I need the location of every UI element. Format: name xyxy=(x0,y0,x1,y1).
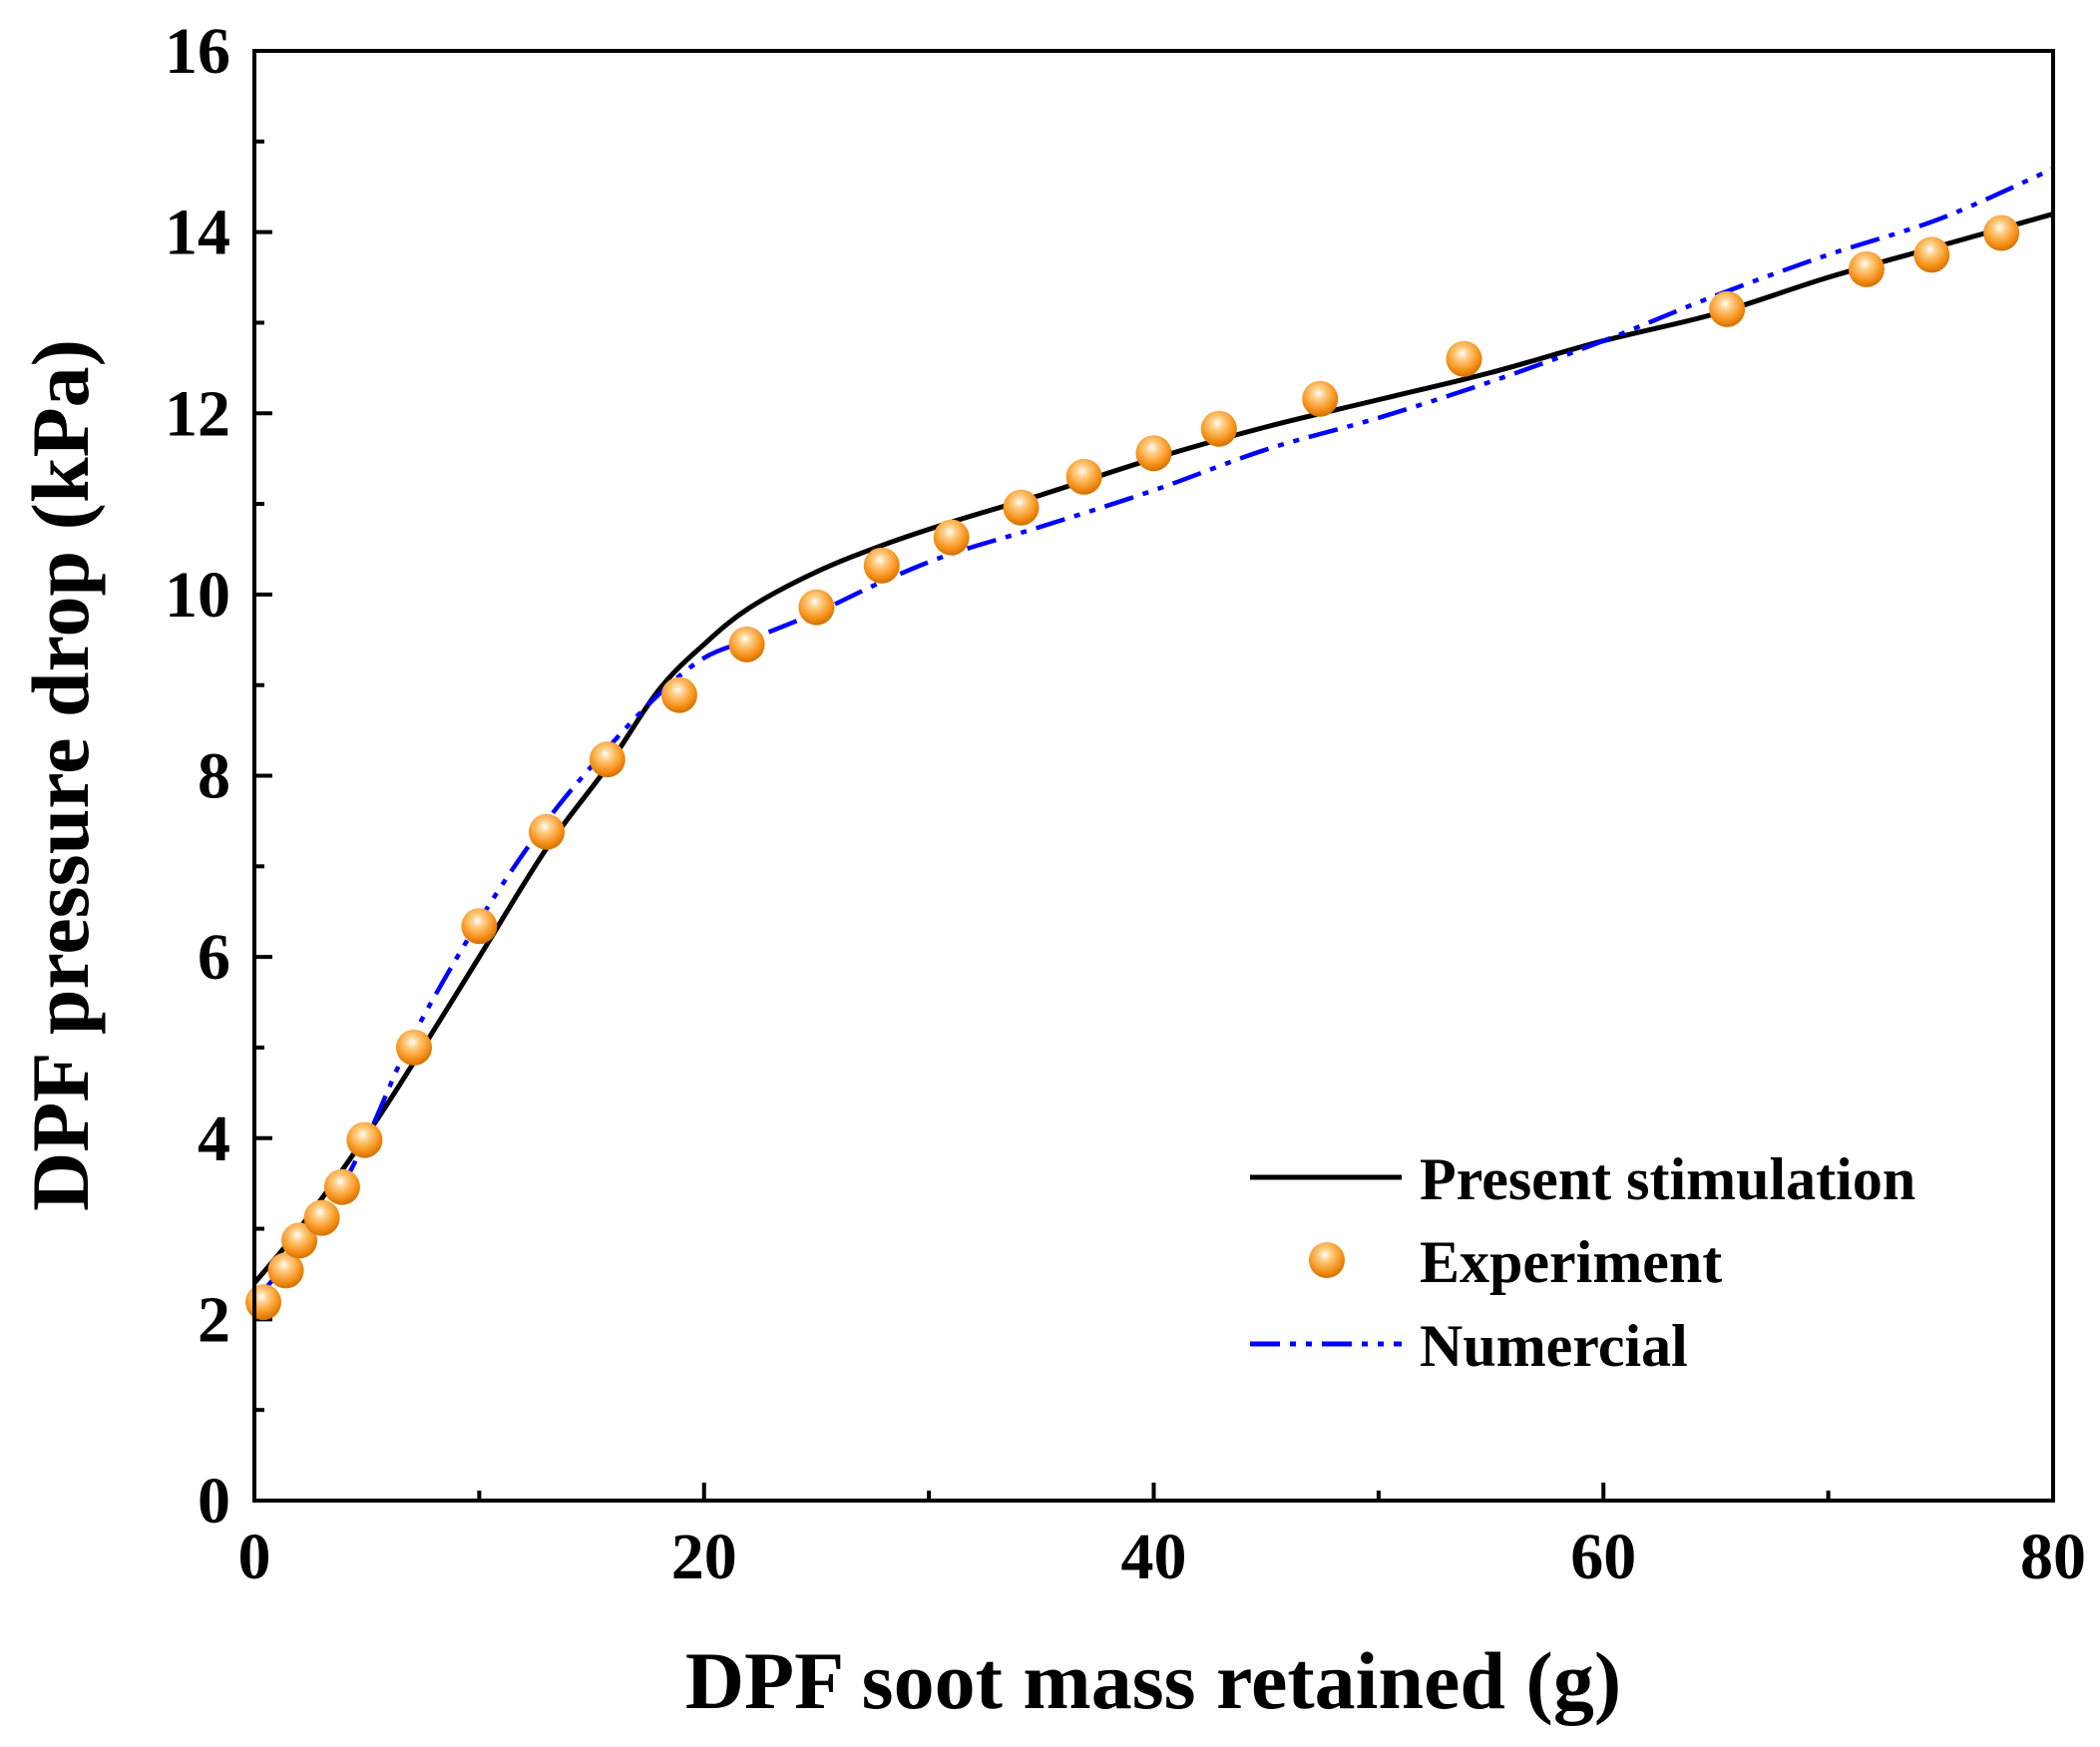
y-tick-label: 0 xyxy=(198,1465,230,1537)
data-point-experiment xyxy=(1065,458,1102,495)
y-tick-label: 6 xyxy=(198,921,230,994)
data-point-experiment xyxy=(1848,250,1885,287)
y-tick-label: 8 xyxy=(198,740,230,813)
y-tick-label: 14 xyxy=(165,197,230,269)
data-point-experiment xyxy=(528,813,565,850)
data-point-experiment xyxy=(933,519,970,556)
data-point-experiment xyxy=(728,626,765,662)
data-point-experiment xyxy=(396,1029,433,1066)
data-point-experiment xyxy=(281,1222,318,1259)
data-point-experiment xyxy=(1135,435,1172,472)
legend-label-numercial: Numercial xyxy=(1420,1313,1688,1379)
legend-marker-experiment xyxy=(1309,1242,1345,1278)
y-axis-label: DPF pressure drop (kPa) xyxy=(15,339,106,1211)
data-point-experiment xyxy=(346,1121,383,1158)
data-point-experiment xyxy=(1200,410,1237,447)
data-point-experiment xyxy=(1003,489,1040,526)
legend-label-experiment: Experiment xyxy=(1420,1229,1722,1295)
data-point-experiment xyxy=(245,1284,282,1321)
x-axis-label: DPF soot mass retained (g) xyxy=(685,1635,1621,1726)
data-point-experiment xyxy=(1446,340,1482,377)
series-line-present-stimulation xyxy=(252,212,2054,1285)
legend-label-present-stimulation: Present stimulation xyxy=(1420,1146,1915,1212)
y-tick-label: 4 xyxy=(198,1102,230,1175)
y-tick-label: 10 xyxy=(165,559,230,632)
data-point-experiment xyxy=(303,1199,340,1236)
data-point-experiment xyxy=(323,1168,360,1205)
data-point-experiment xyxy=(1302,380,1339,417)
data-point-experiment xyxy=(863,547,900,584)
x-tick-label: 20 xyxy=(671,1521,737,1593)
series-layer xyxy=(245,166,2054,1321)
y-tick-label: 2 xyxy=(198,1283,230,1356)
x-tick-label: 80 xyxy=(2020,1521,2086,1593)
data-point-experiment xyxy=(589,741,626,778)
plot-frame xyxy=(252,49,2055,1503)
legend: Present stimulation Experiment Numercial xyxy=(1250,1146,1915,1379)
data-point-experiment xyxy=(1983,215,2020,251)
data-point-experiment xyxy=(1709,290,1746,327)
data-point-experiment xyxy=(461,908,498,945)
series-line-numercial xyxy=(252,166,2054,1303)
data-point-experiment xyxy=(798,589,835,626)
data-point-experiment xyxy=(1913,236,1950,273)
x-tick-label: 60 xyxy=(1570,1521,1636,1593)
x-tick-label: 0 xyxy=(238,1521,271,1593)
y-tick-label: 16 xyxy=(165,15,230,88)
axis-ticks: 0 20 40 60 80 0 2 4 6 8 10 12 14 16 xyxy=(165,15,2086,1593)
y-tick-label: 12 xyxy=(165,377,230,450)
data-point-experiment xyxy=(267,1252,304,1289)
x-tick-label: 40 xyxy=(1121,1521,1187,1593)
data-point-experiment xyxy=(660,676,697,713)
